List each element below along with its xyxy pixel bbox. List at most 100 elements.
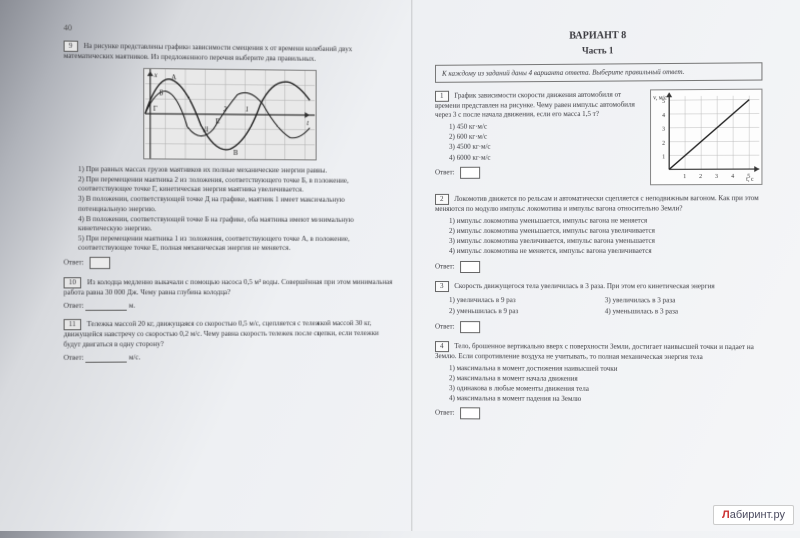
page-number: 40: [64, 23, 393, 37]
task-11: 11 Тележка массой 20 кг, движущаяся со с…: [64, 318, 393, 362]
answer-label: Ответ:: [435, 168, 455, 176]
svg-text:1: 1: [662, 154, 665, 160]
task-9-options: 1) При равных массах грузов маятников их…: [78, 165, 393, 253]
answer-label: Ответ:: [64, 353, 84, 361]
task-4-options: 1) максимальна в момент достижения наивы…: [449, 364, 762, 405]
task-3-options: 1) увеличилась в 9 раз 3) увеличилась в …: [449, 295, 762, 318]
velocity-chart: v, м/с t, с 12 34 5 12 34 5: [650, 89, 762, 186]
instruction-box: К каждому из заданий даны 4 варианта отв…: [435, 62, 762, 83]
task-text: Тележка массой 20 кг, движущаяся со скор…: [64, 319, 379, 348]
option: 1) При равных массах грузов маятников их…: [78, 165, 393, 176]
svg-text:3: 3: [715, 174, 718, 180]
option: 5) При перемещении маятника 1 из положен…: [78, 234, 393, 253]
svg-text:Е: Е: [215, 118, 219, 125]
answer-row: Ответ:: [435, 321, 762, 334]
option: 1) максимальна в момент достижения наивы…: [449, 364, 762, 374]
answer-box[interactable]: [460, 261, 480, 273]
left-page: 40 9 На рисунке представлены графики зав…: [0, 0, 411, 538]
svg-text:А: А: [171, 74, 176, 81]
task-number-box: 11: [64, 319, 81, 330]
answer-unit: м/с.: [129, 353, 141, 361]
answer-unit: м.: [129, 302, 135, 310]
svg-text:3: 3: [662, 127, 665, 133]
answer-row: Ответ:: [435, 166, 642, 179]
option: 3) В положении, соответствующей точке Д …: [78, 195, 393, 214]
answer-line[interactable]: [86, 361, 127, 362]
task-number-box: 2: [435, 194, 449, 205]
task-text: Из колодца медленно выкачали с помощью н…: [64, 278, 393, 297]
answer-label: Ответ:: [435, 323, 455, 331]
answer-row: Ответ: м.: [64, 301, 393, 311]
option: 1) импульс локомотива уменьшается, импул…: [449, 217, 762, 227]
option: 2) уменьшилась в 9 раз: [449, 307, 605, 316]
option: 3) 4500 кг·м/с: [449, 142, 642, 152]
variant-title: ВАРИАНТ 8: [435, 29, 762, 43]
answer-box[interactable]: [460, 166, 480, 178]
answer-row: Ответ:: [435, 260, 762, 272]
task-1: 1 График зависимости скорости движения а…: [435, 89, 762, 186]
svg-text:5: 5: [747, 174, 750, 180]
task-text: Локомотив движется по рельсам и автомати…: [435, 194, 759, 213]
svg-text:2: 2: [662, 141, 665, 147]
book-spread: 40 9 На рисунке представлены графики зав…: [0, 0, 800, 531]
option: 3) одинакова в любые моменты движения те…: [449, 384, 762, 395]
task-number-box: 9: [64, 41, 78, 52]
task-10: 10 Из колодца медленно выкачали с помощь…: [64, 277, 393, 311]
task-1-options: 1) 450 кг·м/с 2) 600 кг·м/с 3) 4500 кг·м…: [449, 122, 642, 162]
svg-text:В: В: [233, 150, 238, 157]
option: 3) импульс локомотива увеличивается, имп…: [449, 237, 762, 246]
option: 4) В положении, соответствующей точке Б …: [78, 215, 393, 234]
option: 1) 450 кг·м/с: [449, 122, 642, 132]
svg-text:1: 1: [245, 107, 248, 114]
answer-line[interactable]: [86, 310, 127, 311]
option: 1) увеличилась в 9 раз: [449, 296, 605, 305]
task-text: Скорость движущегося тела увеличилась в …: [454, 282, 714, 290]
svg-text:Г: Г: [153, 106, 157, 113]
task-number-box: 4: [435, 341, 449, 352]
option: 2) импульс локомотива уменьшается, импул…: [449, 227, 762, 237]
answer-row: Ответ:: [64, 257, 393, 269]
watermark-text: абиринт.ру: [730, 509, 785, 521]
answer-row: Ответ: м/с.: [64, 352, 393, 363]
svg-text:Б: Б: [159, 90, 163, 97]
watermark-prefix: Л: [722, 509, 730, 521]
answer-label: Ответ:: [64, 302, 84, 310]
task-text: График зависимости скорости движения авт…: [435, 91, 635, 119]
part-title: Часть 1: [435, 44, 762, 57]
answer-box[interactable]: [460, 408, 480, 420]
svg-text:5: 5: [662, 99, 665, 105]
task-9: 9 На рисунке представлены графики зависи…: [64, 41, 393, 270]
option: 2) При перемещении маятника 2 из положен…: [78, 176, 393, 196]
svg-text:2: 2: [223, 107, 227, 114]
option: 4) импульс локомотива не меняется, импул…: [449, 247, 762, 256]
answer-label: Ответ:: [64, 259, 84, 267]
watermark: Лабиринт.ру: [713, 505, 794, 525]
option: 3) увеличилась в 3 раза: [605, 296, 763, 305]
task-number-box: 10: [64, 277, 82, 288]
oscillation-chart: А Б В Г Д Е 1 2 t x: [143, 68, 316, 160]
answer-box[interactable]: [460, 321, 480, 333]
svg-text:2: 2: [699, 174, 702, 180]
option: 4) уменьшилась в 3 раза: [605, 307, 763, 316]
task-2: 2 Локомотив движется по рельсам и автома…: [435, 193, 762, 273]
task-4: 4 Тело, брошенное вертикально вверх с по…: [435, 341, 762, 422]
answer-label: Ответ:: [435, 409, 455, 417]
task-text: На рисунке представлены графики зависимо…: [64, 42, 353, 63]
task-number-box: 3: [435, 281, 449, 292]
task-text: Тело, брошенное вертикально вверх с пове…: [435, 342, 754, 361]
option: 4) максимальна в момент падения на Землю: [449, 394, 762, 405]
task-2-options: 1) импульс локомотива уменьшается, импул…: [449, 217, 762, 257]
svg-text:4: 4: [731, 174, 734, 180]
option: 4) 6000 кг·м/с: [449, 153, 642, 163]
option: 2) максимальна в момент начала движения: [449, 374, 762, 385]
svg-text:1: 1: [683, 174, 686, 180]
svg-text:4: 4: [662, 113, 665, 119]
right-page: ВАРИАНТ 8 Часть 1 К каждому из заданий д…: [413, 0, 800, 535]
answer-box[interactable]: [90, 257, 111, 269]
answer-label: Ответ:: [435, 262, 455, 270]
option: 2) 600 кг·м/с: [449, 132, 642, 142]
task-number-box: 1: [435, 91, 449, 102]
task-3: 3 Скорость движущегося тела увеличилась …: [435, 281, 762, 334]
answer-row: Ответ:: [435, 408, 762, 422]
svg-text:Д: Д: [203, 126, 208, 133]
